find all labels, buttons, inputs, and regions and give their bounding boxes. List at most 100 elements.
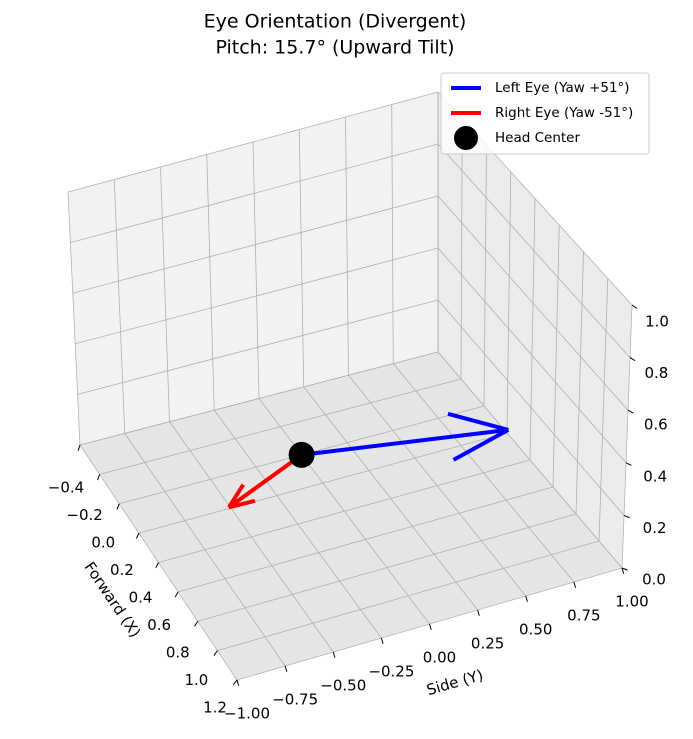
tick-mark <box>573 581 577 588</box>
grid-line <box>460 118 463 380</box>
grid-line <box>506 171 512 434</box>
tick-mark <box>194 620 199 627</box>
x-tick-label: 0.4 <box>129 589 153 607</box>
y-tick-label: 0.25 <box>471 635 504 653</box>
grid-line <box>113 179 126 434</box>
grid-line <box>437 195 629 411</box>
grid-line <box>552 225 560 488</box>
arrow-shaft <box>301 427 509 457</box>
tick-mark <box>213 650 218 656</box>
chart-subtitle: Pitch: 15.7° (Upward Tilt) <box>215 37 454 59</box>
grid-line <box>67 91 439 193</box>
grid-line <box>529 198 536 461</box>
tick-mark <box>629 357 636 362</box>
z-tick-label: 0.8 <box>644 364 668 382</box>
y-tick-label: −0.25 <box>368 663 414 681</box>
grid-line <box>79 351 439 446</box>
arrow-head <box>228 498 256 510</box>
head-center <box>288 441 315 468</box>
grid-line <box>598 278 609 542</box>
grid-line <box>160 166 170 422</box>
marks <box>227 411 510 510</box>
grid-line <box>303 386 478 611</box>
legend: Left Eye (Yaw +51°) Right Eye (Yaw -51°) H… <box>440 72 650 155</box>
grid-line <box>124 433 286 667</box>
x-tick-label: 0.2 <box>110 561 134 579</box>
x-tick-label: 1.2 <box>203 699 227 717</box>
tick-mark <box>77 444 81 451</box>
grid-line <box>575 251 584 515</box>
tick-mark <box>623 514 630 519</box>
grid-line <box>437 247 627 464</box>
tick-mark <box>621 567 625 574</box>
grid-line <box>348 374 527 597</box>
tick-mark <box>477 609 480 616</box>
grid-line <box>206 154 215 411</box>
z-tick-label: 0.0 <box>642 571 666 589</box>
grid-line <box>621 304 633 569</box>
grid-line <box>72 195 439 294</box>
grid-line <box>437 143 631 358</box>
x-tick-label: −0.4 <box>48 479 84 497</box>
tick-mark <box>174 591 179 598</box>
y-tick-label: −1.00 <box>224 705 270 723</box>
z-tick-label: 0.2 <box>643 519 667 537</box>
z-tick-label: 0.4 <box>643 467 667 485</box>
tick-mark <box>631 304 638 309</box>
x-tick-label: −0.2 <box>66 506 102 524</box>
tick-mark <box>332 651 336 658</box>
y-tick-label: 0.75 <box>567 607 600 625</box>
tick-mark <box>284 665 288 672</box>
tick-mark <box>236 679 240 686</box>
grid-line <box>258 398 430 625</box>
x-tick-label: 0.8 <box>166 644 190 662</box>
grid-line <box>345 116 349 376</box>
arrow-shaft <box>227 453 303 510</box>
tick-mark <box>627 409 634 414</box>
legend-label: Head Center <box>495 130 580 146</box>
legend-box <box>440 72 650 155</box>
tick-mark <box>135 532 140 539</box>
chart-title: Eye Orientation (Divergent) <box>204 11 467 33</box>
legend-swatch <box>454 126 478 150</box>
x-tick-label: 1.0 <box>184 671 208 689</box>
arrow-head <box>227 483 245 509</box>
grid-line <box>77 299 439 395</box>
grid-line <box>437 351 623 569</box>
tick-mark <box>232 679 238 686</box>
grid-line <box>75 247 439 345</box>
grid-line <box>252 141 260 399</box>
tick-mark <box>625 462 632 466</box>
z-tick-label: 0.6 <box>644 416 668 434</box>
x-tick-label: 0.6 <box>147 616 171 634</box>
panes <box>67 90 633 681</box>
grid-line <box>391 104 394 364</box>
tick-mark <box>116 503 120 510</box>
y-tick-label: 0.50 <box>519 621 552 639</box>
tick-mark <box>97 474 101 481</box>
arrow-head <box>452 428 510 462</box>
grid-line <box>483 145 487 407</box>
y-tick-label: −0.75 <box>272 691 318 709</box>
y-tick-label: 1.00 <box>615 593 648 611</box>
grid-line <box>67 191 81 446</box>
z-tick-label: 1.0 <box>645 313 669 331</box>
arrow-head <box>447 411 509 432</box>
tick-mark <box>155 562 159 569</box>
grid-line <box>298 129 305 387</box>
y-tick-label: 0.00 <box>423 649 456 667</box>
ticks: −0.4−0.20.00.20.40.60.81.01.2−1.00−0.75−… <box>48 304 669 723</box>
tick-mark <box>380 637 384 644</box>
grid <box>67 91 633 681</box>
y-axis-label: Side (Y) <box>424 666 485 699</box>
grid-line <box>70 143 439 243</box>
grid-line <box>169 421 334 653</box>
y-tick-label: −0.50 <box>320 677 366 695</box>
grid-line <box>213 409 382 639</box>
tick-mark <box>525 595 528 602</box>
tick-mark <box>429 623 432 630</box>
legend-label: Right Eye (Yaw -51°) <box>495 105 633 121</box>
grid-line <box>392 363 575 583</box>
legend-label: Left Eye (Yaw +51°) <box>495 80 630 96</box>
